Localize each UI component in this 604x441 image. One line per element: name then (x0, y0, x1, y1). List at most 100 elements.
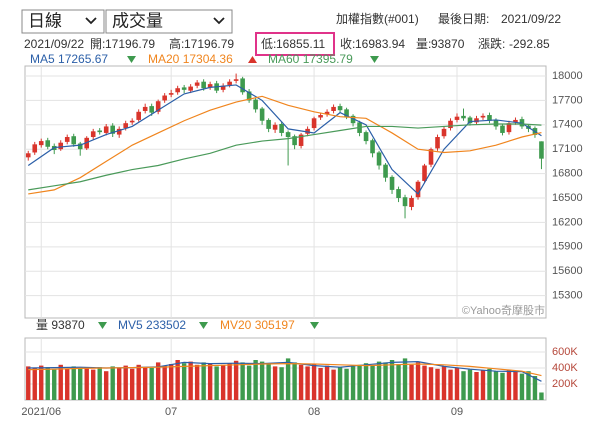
candle-body (513, 119, 518, 123)
candle-body (337, 106, 343, 111)
y-tick-label: 200K (552, 378, 578, 390)
volume-bar (104, 371, 109, 400)
close-label: 收: (340, 37, 355, 51)
legend-entry: MA5 17265.67 (30, 52, 108, 66)
candle-body (435, 137, 440, 149)
volume-bar (526, 371, 531, 400)
trend-arrow (127, 56, 136, 63)
candle-body (149, 106, 154, 113)
candle-body (376, 152, 382, 166)
legend-name: MA20 (148, 52, 180, 66)
volume-bar (539, 392, 544, 400)
candle-body (350, 115, 356, 124)
quote-date: 2021/09/22 (24, 37, 84, 51)
trend-arrow (248, 56, 257, 63)
volume-bar (32, 368, 37, 400)
period-select[interactable]: 日線 (21, 9, 105, 34)
volume-bar (162, 365, 167, 400)
trend-arrow (199, 322, 208, 329)
volume-bar (129, 368, 135, 400)
volume-label: 量: (416, 37, 431, 51)
legend-name: MA60 (268, 52, 300, 66)
select-text[interactable]: 成交量 (112, 11, 163, 30)
candle-body (64, 137, 70, 142)
y-tick-label: 600K (552, 346, 578, 358)
candle-body (331, 106, 336, 111)
low-value: 16855.11 (276, 37, 325, 51)
x-tick-label: 08 (308, 406, 320, 418)
volume-bar (175, 360, 180, 400)
legend-value: 305197 (255, 318, 295, 332)
volume-bar (149, 368, 154, 400)
close-value: 16983.94 (355, 37, 405, 51)
volume-bar (461, 371, 466, 400)
symbol: 加權指數(#001) (336, 11, 419, 26)
select-text[interactable]: 日線 (28, 11, 62, 30)
candle-body (279, 123, 284, 133)
candle-body (539, 141, 544, 159)
candle-body (90, 131, 96, 138)
candle-body (422, 165, 427, 181)
last-date-label: 最後日期: (438, 12, 489, 26)
candle-body (454, 116, 460, 120)
candle-body (71, 136, 77, 145)
volume-bar (305, 366, 310, 400)
candle-body (318, 115, 323, 118)
volume-bar (331, 369, 336, 400)
volume-bar (110, 366, 115, 400)
candle-body (292, 136, 297, 146)
volume-bar (45, 367, 50, 400)
legend-name: 量 (36, 318, 48, 332)
candle-body (266, 119, 271, 129)
volume-bar (337, 367, 343, 400)
change-value: -292.85 (509, 37, 550, 51)
legend-value: 17395.79 (303, 52, 353, 66)
chevron[interactable] (85, 17, 97, 25)
ma-line (28, 123, 542, 191)
volume-bar (487, 368, 492, 400)
candle-body (253, 99, 258, 110)
volume-bar (207, 364, 213, 400)
volume-bar (78, 368, 83, 400)
legend-name: MV20 (220, 318, 252, 332)
indicator-select[interactable]: 成交量 (105, 9, 233, 34)
legend-entry: MA60 17395.79 (268, 52, 353, 66)
candle-body (448, 120, 453, 129)
y-tick-label: 17700 (552, 94, 583, 106)
volume-bar (318, 368, 323, 400)
legend-entry: 量 93870 (36, 318, 85, 332)
volume-bar (435, 368, 440, 400)
volume-bar (474, 372, 479, 400)
candle-body (220, 85, 226, 90)
candle-body (370, 140, 375, 154)
volume-bar (136, 364, 141, 400)
volume-bar (97, 367, 102, 400)
volume-bar (506, 369, 512, 400)
volume-bar (357, 364, 362, 400)
select-box[interactable] (105, 9, 233, 34)
candle-body (168, 93, 174, 95)
volume-frame (24, 337, 547, 401)
candle-body (58, 142, 64, 150)
candle-body (259, 108, 265, 121)
volume-bar (91, 369, 96, 400)
volume-bar (513, 372, 518, 400)
volume-bar (71, 366, 76, 400)
chevron[interactable] (213, 17, 225, 25)
volume-bar (428, 367, 434, 400)
volume-bar (350, 366, 356, 400)
y-tick-label: 16800 (552, 168, 583, 180)
candle-body (428, 149, 434, 165)
volume-bar (402, 358, 408, 400)
candle-body (240, 78, 245, 93)
volume-bar (253, 360, 258, 400)
legend-value: 17304.36 (183, 52, 233, 66)
volume-bar (324, 365, 330, 400)
select-box[interactable] (21, 9, 105, 34)
volume-bar (168, 364, 174, 400)
volume-bar (370, 365, 375, 400)
volume-bar (422, 365, 427, 400)
candle-body (415, 181, 421, 198)
candle-body (201, 81, 206, 89)
volume-bar (311, 364, 317, 400)
